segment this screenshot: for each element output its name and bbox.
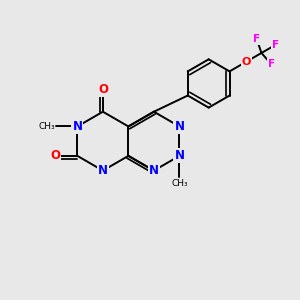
Text: N: N xyxy=(174,149,184,162)
Text: N: N xyxy=(174,120,184,133)
Text: F: F xyxy=(268,59,275,69)
Text: O: O xyxy=(98,83,108,96)
Text: F: F xyxy=(253,34,260,44)
Text: O: O xyxy=(50,149,60,162)
Text: O: O xyxy=(242,57,251,67)
Text: F: F xyxy=(272,40,279,50)
Text: N: N xyxy=(98,164,108,177)
Text: CH₃: CH₃ xyxy=(38,122,55,131)
Text: CH₃: CH₃ xyxy=(171,178,188,188)
Text: N: N xyxy=(149,164,159,177)
Text: N: N xyxy=(72,120,82,133)
